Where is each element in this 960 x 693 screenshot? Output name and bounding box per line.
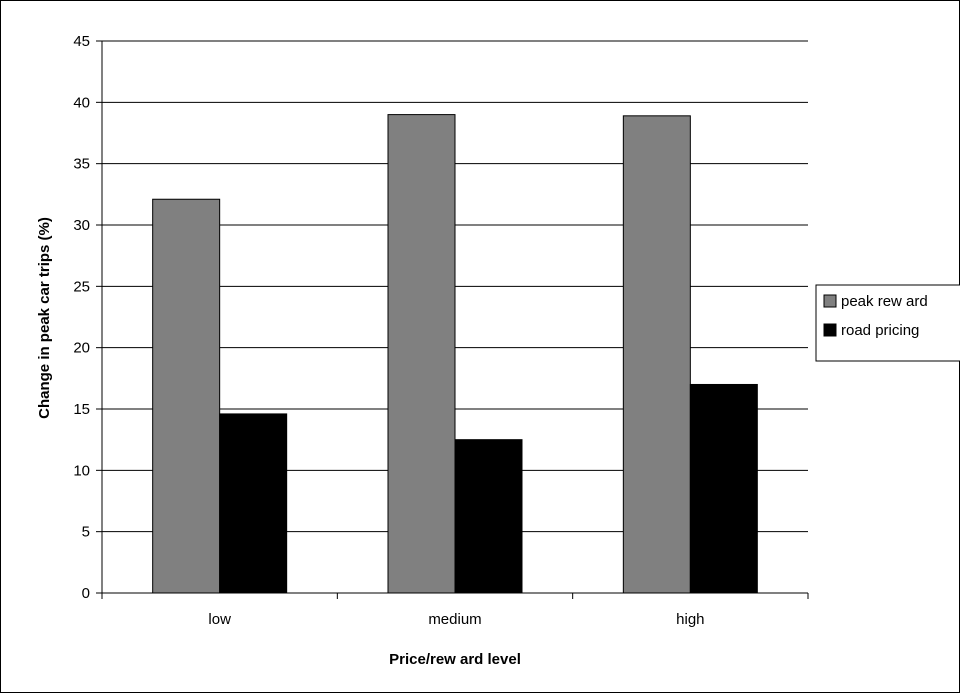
y-tick-label: 30 bbox=[73, 217, 90, 234]
bar-road-pricing-medium bbox=[455, 440, 522, 593]
y-tick-label: 0 bbox=[82, 585, 90, 602]
legend: peak rew ard road pricing bbox=[816, 285, 960, 361]
y-tick-label: 10 bbox=[73, 462, 90, 479]
y-tick-label: 35 bbox=[73, 156, 90, 173]
y-axis-title: Change in peak car trips (%) bbox=[36, 217, 53, 419]
bar-road-pricing-low bbox=[220, 414, 287, 593]
x-axis-title: Price/rew ard level bbox=[389, 651, 521, 668]
bar-peak-rew-ard-low bbox=[153, 199, 220, 593]
legend-label: road pricing bbox=[841, 322, 919, 339]
x-tick-label: high bbox=[676, 611, 704, 628]
y-tick-label: 15 bbox=[73, 401, 90, 418]
legend-swatch bbox=[824, 295, 836, 307]
bar-peak-rew-ard-medium bbox=[388, 115, 455, 593]
y-tick-labels: 0 5 10 15 20 25 30 35 40 45 bbox=[73, 33, 90, 602]
x-tick-label: low bbox=[208, 611, 231, 628]
x-tick-label: medium bbox=[428, 611, 481, 628]
y-tick-label: 5 bbox=[82, 524, 90, 541]
legend-swatch bbox=[824, 324, 836, 336]
bar-peak-rew-ard-high bbox=[623, 116, 690, 593]
bar-road-pricing-high bbox=[690, 384, 757, 593]
y-tick-label: 25 bbox=[73, 278, 90, 295]
bars bbox=[153, 115, 758, 593]
x-tick-labels: low medium high bbox=[208, 611, 704, 628]
y-tick-label: 40 bbox=[73, 94, 90, 111]
y-tick-label: 45 bbox=[73, 33, 90, 50]
legend-label: peak rew ard bbox=[841, 293, 928, 310]
y-tick-label: 20 bbox=[73, 340, 90, 357]
